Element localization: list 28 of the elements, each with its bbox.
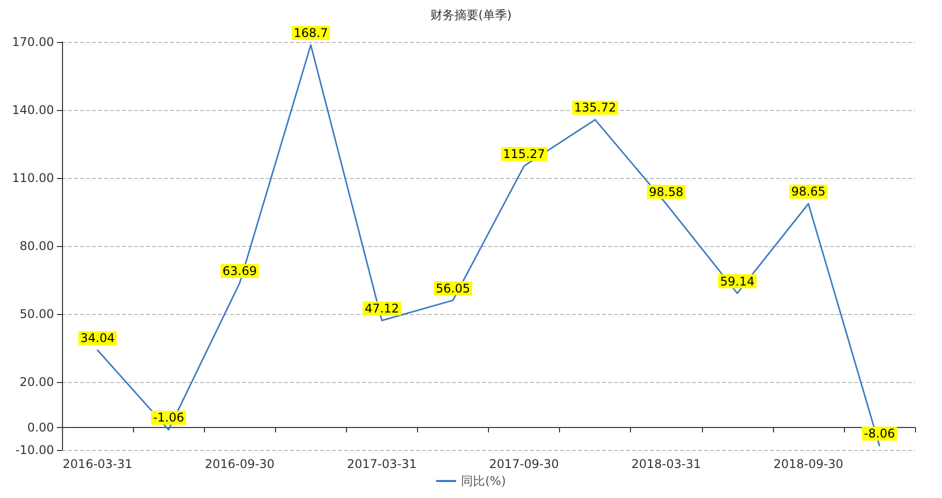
data-label: 59.14 bbox=[720, 274, 754, 288]
y-tick-label: 0.00 bbox=[27, 420, 54, 434]
y-tick-label: 110.00 bbox=[12, 171, 54, 185]
y-tick-label: 140.00 bbox=[12, 103, 54, 117]
x-tick-label: 2018-09-30 bbox=[774, 457, 844, 471]
data-label: 56.05 bbox=[436, 281, 470, 296]
data-label: 98.58 bbox=[649, 184, 684, 199]
y-tick-label: 170.00 bbox=[12, 35, 54, 49]
data-label: 168.7 bbox=[294, 26, 328, 40]
data-label: 34.04 bbox=[80, 331, 115, 346]
data-label: 98.65 bbox=[791, 184, 826, 199]
y-tick-label: 80.00 bbox=[20, 239, 54, 253]
x-tick-label: 2017-09-30 bbox=[489, 457, 559, 471]
legend-label: 同比(%) bbox=[461, 474, 506, 488]
y-tick-label: -10.00 bbox=[15, 443, 54, 457]
data-label: -8.06 bbox=[864, 426, 895, 441]
data-label: 63.69 bbox=[222, 264, 257, 278]
x-tick-label: 2018-03-31 bbox=[631, 457, 702, 471]
data-label: 135.72 bbox=[574, 100, 616, 115]
chart-title: 财务摘要(单季) bbox=[430, 8, 512, 22]
x-tick-label: 2016-09-30 bbox=[204, 457, 275, 471]
data-label: -1.06 bbox=[153, 410, 184, 425]
data-label: 115.27 bbox=[503, 147, 546, 162]
x-tick-label: 2016-03-31 bbox=[62, 457, 132, 471]
y-tick-label: 20.00 bbox=[20, 375, 54, 389]
x-tick-label: 2017-03-31 bbox=[347, 457, 417, 471]
y-tick-label: 50.00 bbox=[20, 307, 54, 321]
data-label: 47.12 bbox=[364, 302, 400, 316]
